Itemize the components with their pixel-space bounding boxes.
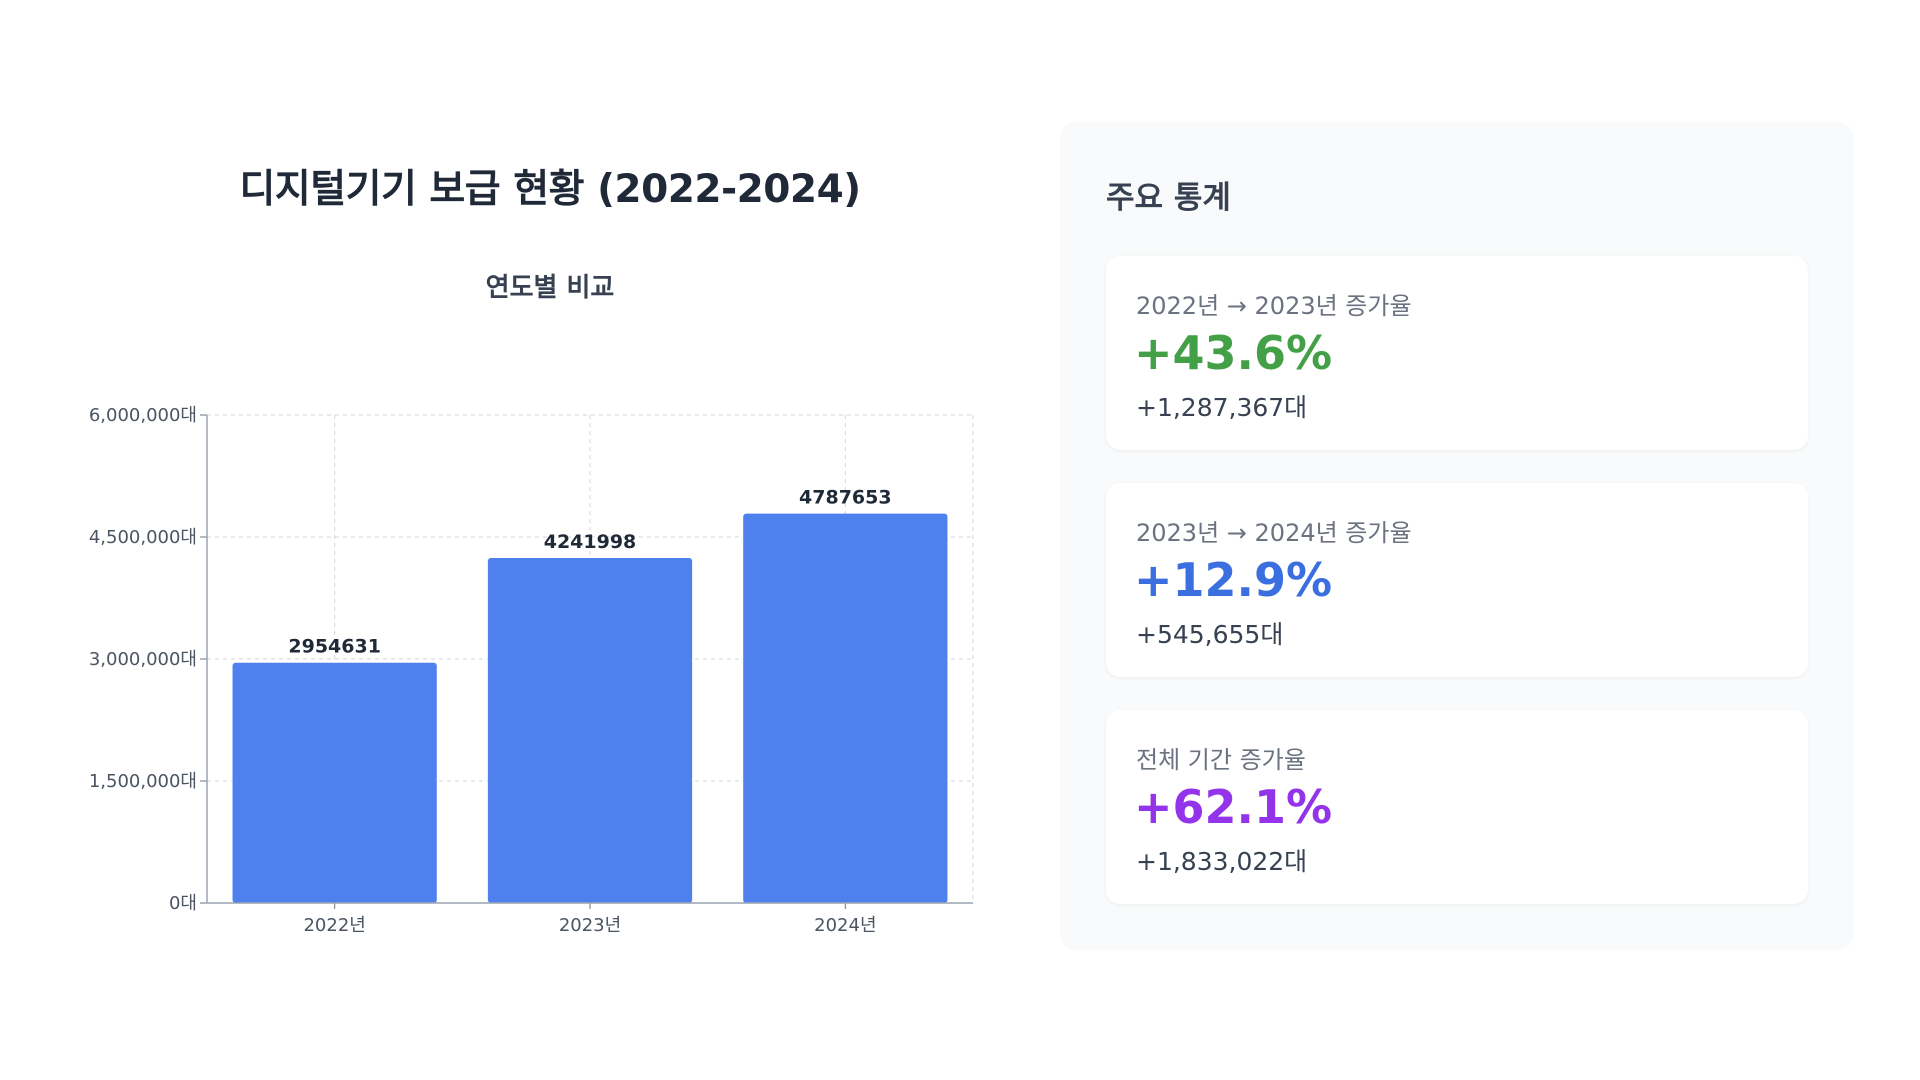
page-title: 디지털기기 보급 현황 (2022-2024): [239, 167, 861, 212]
bar-value-label: 4787653: [799, 487, 892, 509]
y-tick-label: 1,500,000대: [89, 771, 197, 792]
stats-title: 주요 통계: [1106, 180, 1231, 216]
bar-2: [743, 513, 948, 903]
stat-card-growth-total: 전체 기간 증가율 +62.1% +1,833,022대: [1106, 710, 1808, 904]
stat-delta: +1,287,367대: [1136, 393, 1308, 422]
stat-label: 전체 기간 증가율: [1136, 746, 1306, 774]
bar-0: [232, 662, 437, 903]
bar-1: [487, 557, 693, 903]
x-tick-label: 2022년: [303, 915, 365, 936]
stat-delta: +1,833,022대: [1136, 847, 1308, 876]
y-tick-label: 6,000,000대: [89, 405, 197, 426]
y-tick-label: 3,000,000대: [89, 649, 197, 670]
stat-value: +62.1%: [1134, 780, 1333, 834]
stat-label: 2023년 → 2024년 증가율: [1136, 519, 1412, 547]
stat-card-growth-2022-2023: 2022년 → 2023년 증가율 +43.6% +1,287,367대: [1106, 256, 1808, 450]
stat-label: 2022년 → 2023년 증가율: [1136, 292, 1412, 320]
x-tick-label: 2024년: [814, 915, 876, 936]
stat-value: +43.6%: [1134, 326, 1333, 380]
stats-panel: 주요 통계 2022년 → 2023년 증가율 +43.6% +1,287,36…: [1060, 122, 1854, 950]
bar-value-label: 4241998: [544, 531, 637, 553]
stat-value: +12.9%: [1134, 553, 1333, 607]
x-tick-label: 2023년: [559, 915, 621, 936]
y-tick-label: 0대: [169, 893, 197, 914]
y-tick-label: 4,500,000대: [89, 527, 197, 548]
stat-card-growth-2023-2024: 2023년 → 2024년 증가율 +12.9% +545,655대: [1106, 483, 1808, 677]
stat-delta: +545,655대: [1136, 620, 1284, 649]
bar-value-label: 2954631: [288, 636, 381, 658]
chart-title: 연도별 비교: [485, 273, 615, 303]
bar-chart: 0대 1,500,000대 3,000,000대 4,500,000대 6,000,00…: [89, 405, 974, 936]
